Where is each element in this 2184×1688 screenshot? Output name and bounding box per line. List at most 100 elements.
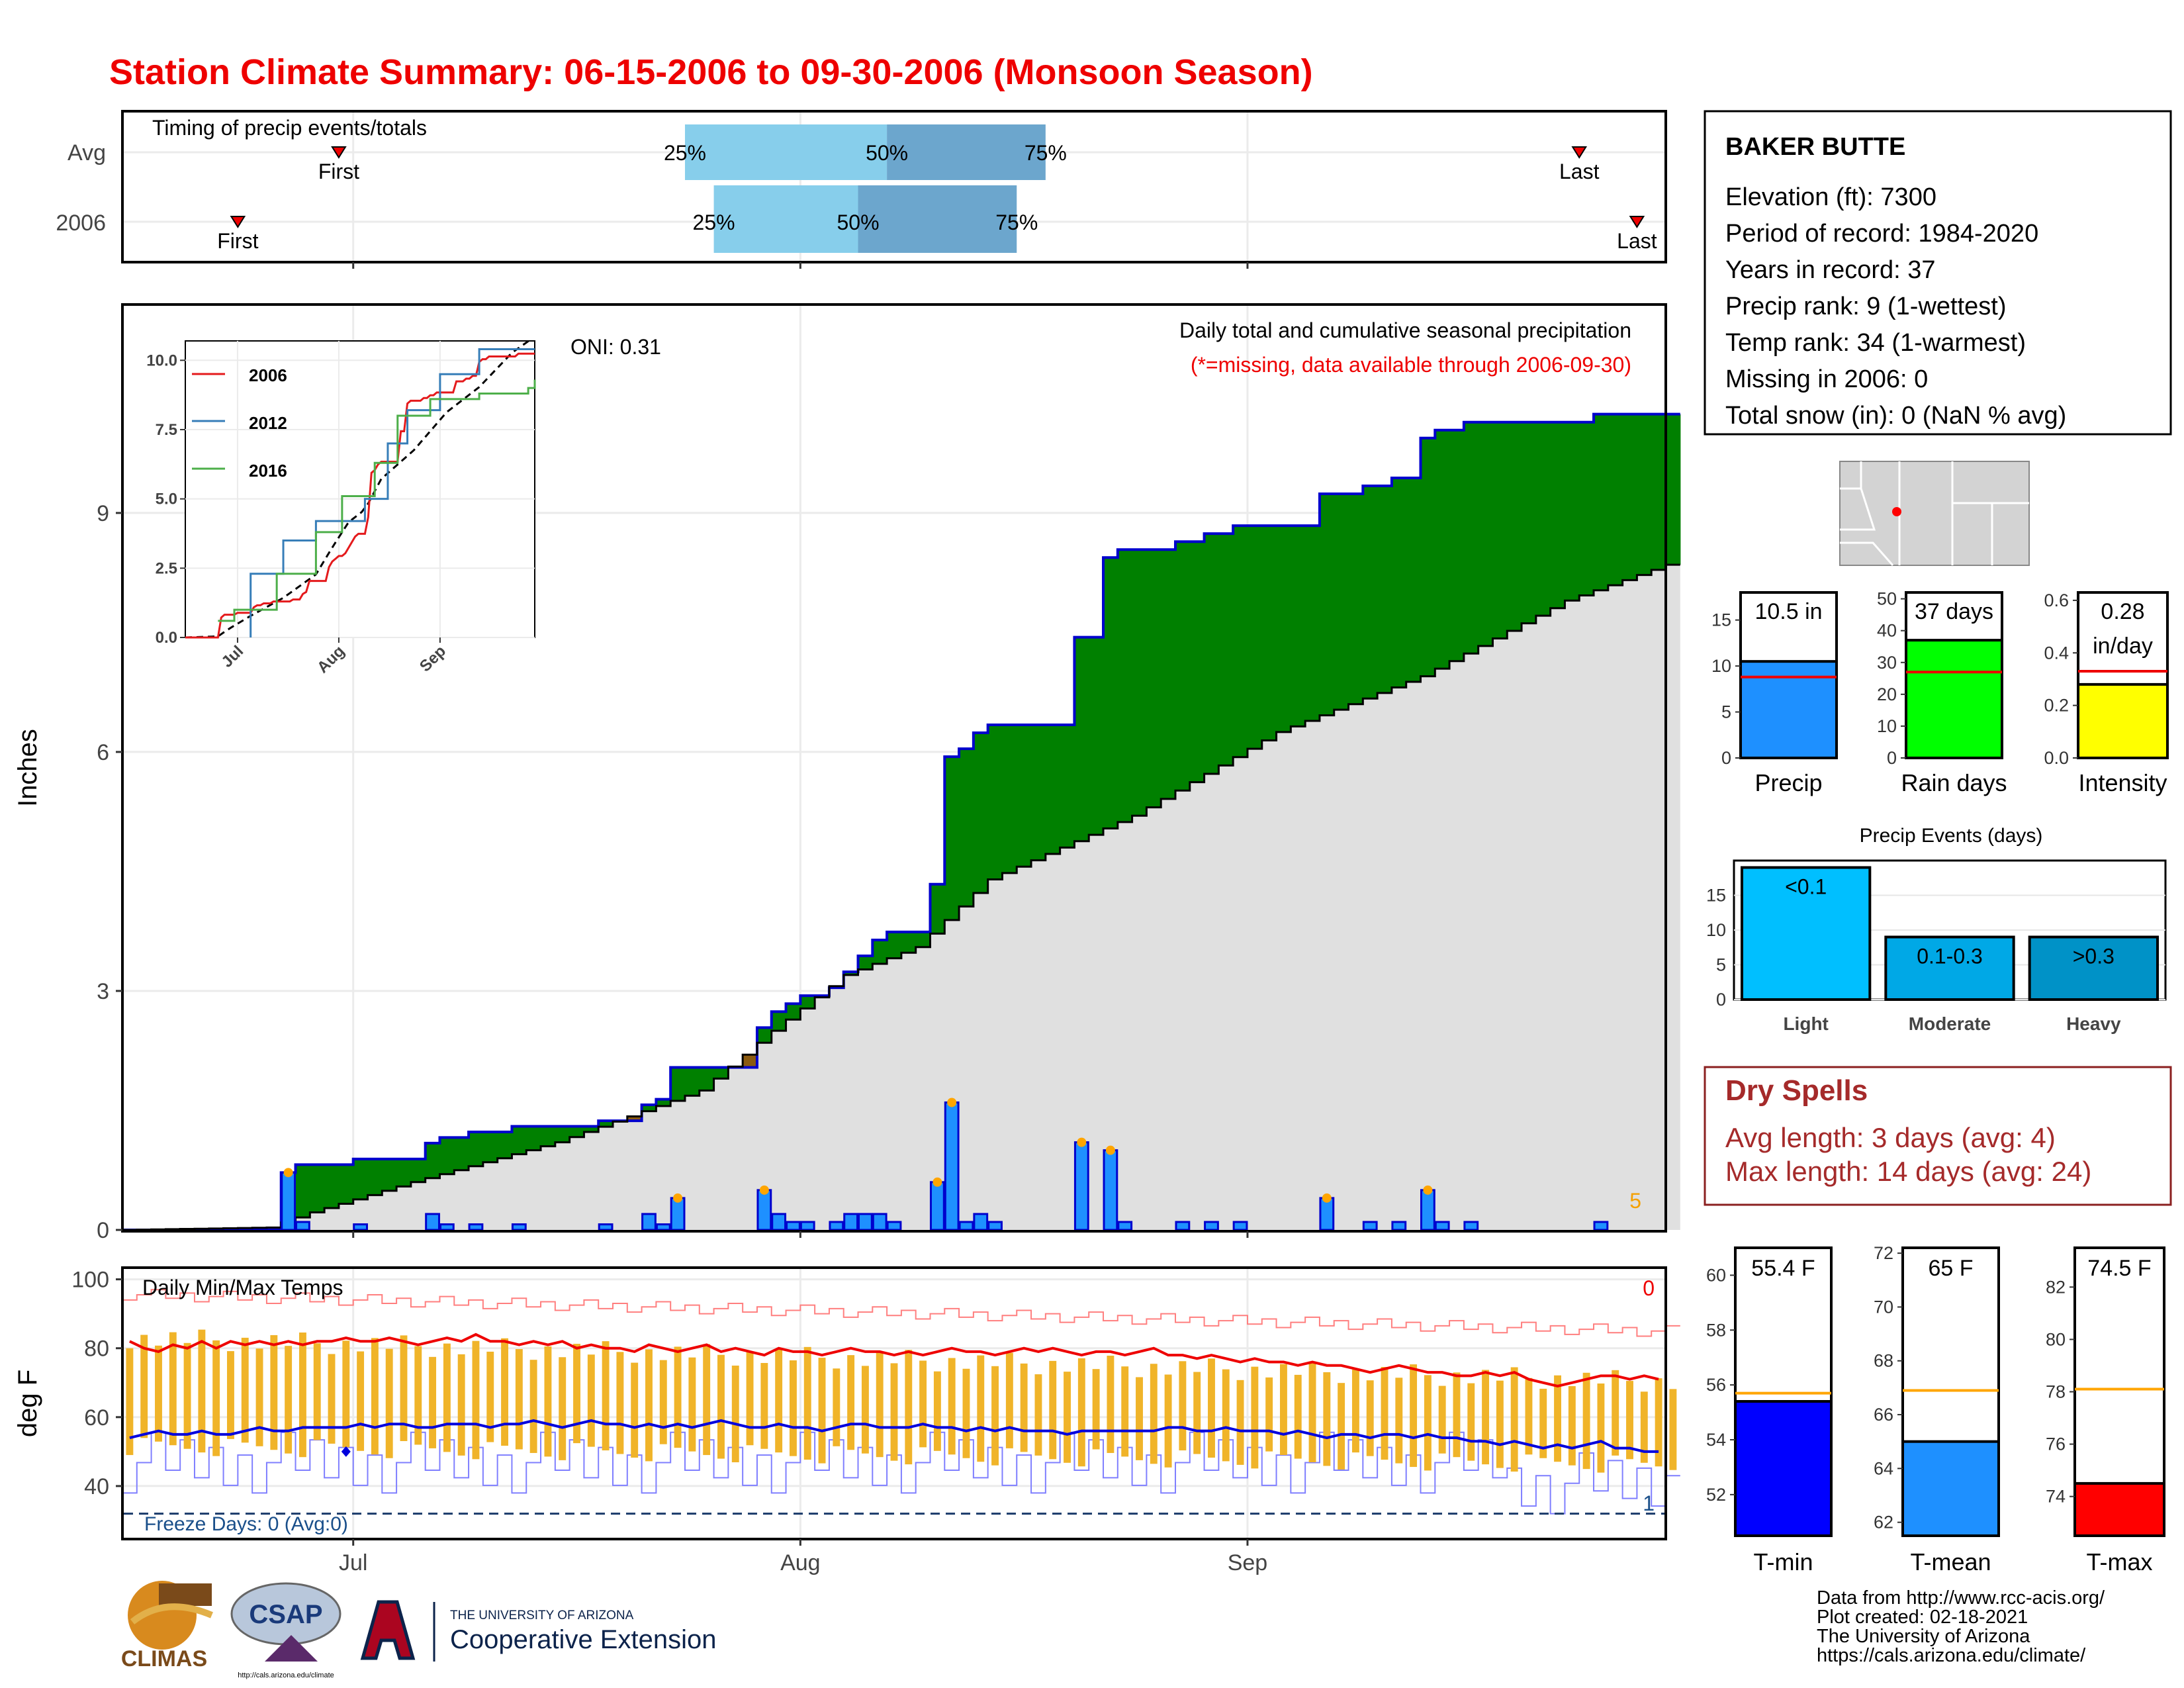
daily-temp-range-bar bbox=[1395, 1378, 1403, 1464]
daily-temp-range-bar bbox=[443, 1343, 451, 1452]
daily-temp-range-bar bbox=[573, 1344, 580, 1444]
precip-ytick-label: 0 bbox=[97, 1218, 109, 1243]
daily-temp-range-bar bbox=[905, 1350, 913, 1465]
temp-summary-ytick-label: 74 bbox=[2046, 1487, 2066, 1507]
timing-last-label: Last bbox=[1617, 229, 1657, 253]
station-line-4: Precip rank: 9 (1-wettest) bbox=[1725, 293, 2006, 320]
climas-logo-text: CLIMAS bbox=[121, 1646, 207, 1671]
surplus-fill bbox=[656, 1099, 671, 1106]
daily-temp-range-bar bbox=[847, 1355, 855, 1450]
surplus-fill bbox=[555, 1126, 570, 1143]
summary-ytick-label: 0.6 bbox=[2044, 590, 2069, 610]
daily-temp-range-bar bbox=[529, 1360, 537, 1453]
daily-precip-bar bbox=[1319, 1197, 1335, 1231]
daily-temp-range-bar bbox=[833, 1368, 841, 1446]
daily-temp-range-bar bbox=[948, 1358, 956, 1455]
daily-precip-bar bbox=[886, 1221, 902, 1231]
summary-ytick-label: 0 bbox=[1887, 748, 1897, 768]
daily-temp-range-bar bbox=[1597, 1383, 1605, 1473]
surplus-fill bbox=[541, 1126, 556, 1147]
surplus-fill bbox=[843, 972, 859, 975]
daily-temp-range-bar bbox=[645, 1349, 653, 1462]
inset-ytick-label: 10.0 bbox=[146, 352, 177, 369]
surplus-fill bbox=[1146, 549, 1161, 808]
temp-summary-ytick-label: 66 bbox=[1874, 1405, 1893, 1425]
surplus-fill bbox=[526, 1126, 541, 1150]
daily-temp-range-bar bbox=[429, 1356, 437, 1448]
daily-temp-range-bar bbox=[357, 1351, 365, 1451]
temp-summary-xlabel-1: T-mean bbox=[1910, 1548, 1991, 1575]
heavy-day-marker bbox=[1077, 1137, 1087, 1147]
inset-legend-2012: 2012 bbox=[249, 413, 287, 433]
summary-bar-1 bbox=[1905, 639, 2003, 759]
summary-ytick-label: 10 bbox=[1877, 716, 1897, 736]
daily-precip-bar bbox=[598, 1223, 614, 1231]
temp-summary-bar-0 bbox=[1734, 1400, 1833, 1537]
avg-cumulative-line bbox=[122, 563, 1680, 1231]
record-low-marker bbox=[341, 1446, 351, 1457]
surplus-fill bbox=[872, 939, 887, 964]
credit-line-4: https://cals.arizona.edu/climate/ bbox=[1817, 1645, 2086, 1666]
daily-precip-bar bbox=[1463, 1221, 1479, 1231]
surplus-fill bbox=[1305, 526, 1320, 721]
daily-temp-range-bar bbox=[587, 1354, 595, 1447]
surplus-fill bbox=[1579, 422, 1594, 596]
inset-legend-2016: 2016 bbox=[249, 461, 287, 481]
temp-summary-ytick-label: 68 bbox=[1874, 1351, 1893, 1371]
daily-precip-bar bbox=[468, 1223, 484, 1231]
daily-temp-range-bar bbox=[486, 1351, 494, 1442]
surplus-fill bbox=[1031, 725, 1046, 861]
daily-temp-range-bar bbox=[1034, 1374, 1042, 1456]
surplus-fill bbox=[713, 1067, 729, 1079]
daily-temp-range-bar bbox=[1121, 1366, 1129, 1457]
timing-bar-50-75 bbox=[887, 124, 1046, 180]
daily-temp-range-bar bbox=[1582, 1372, 1590, 1470]
surplus-fill bbox=[1651, 414, 1666, 570]
daily-temp-range-bar bbox=[241, 1337, 249, 1443]
daily-temp-range-bar bbox=[1612, 1370, 1619, 1456]
surplus-fill bbox=[338, 1164, 354, 1204]
timing-pct-label: 75% bbox=[1024, 141, 1067, 165]
surplus-fill bbox=[930, 884, 945, 934]
x-axis: Jul Aug Sep bbox=[339, 262, 1267, 1575]
heavy-day-marker bbox=[1105, 1145, 1115, 1155]
daily-precip-bar bbox=[295, 1221, 310, 1231]
precip-ytick-label: 6 bbox=[97, 740, 109, 765]
csap-logo: CSAP http://cals.arizona.edu/climate bbox=[230, 1582, 341, 1679]
surplus-fill bbox=[1406, 477, 1422, 682]
daily-temp-range-bar bbox=[977, 1355, 985, 1462]
surplus-fill bbox=[858, 956, 873, 970]
summary-ytick-label: 30 bbox=[1877, 653, 1897, 673]
daily-temp-range-bar bbox=[1107, 1355, 1115, 1453]
daily-temp-range-bar bbox=[1251, 1366, 1259, 1469]
timing-pct-label: 25% bbox=[693, 211, 735, 234]
daily-temp-range-bar bbox=[1150, 1364, 1158, 1464]
surplus-fill bbox=[800, 996, 815, 1009]
daily-precip-bar bbox=[439, 1223, 455, 1231]
daily-temp-range-bar bbox=[1077, 1358, 1085, 1467]
inset-legend-2006: 2006 bbox=[249, 365, 287, 385]
timing-pct-label: 25% bbox=[664, 141, 706, 165]
temp-ytick-label: 60 bbox=[84, 1405, 109, 1430]
summary-xlabel-2: Intensity bbox=[2078, 769, 2167, 796]
csap-logo-url: http://cals.arizona.edu/climate bbox=[238, 1671, 334, 1679]
station-line-3: Years in record: 37 bbox=[1725, 256, 1936, 284]
summary-ytick-label: 15 bbox=[1711, 610, 1731, 630]
events-bar-label-1: 0.1-0.3 bbox=[1917, 945, 1983, 968]
daily-temp-range-bar bbox=[1568, 1385, 1576, 1466]
daily-precip-bar bbox=[655, 1223, 671, 1231]
daily-precip-bar bbox=[1117, 1221, 1133, 1231]
daily-temp-range-bar bbox=[1351, 1369, 1359, 1453]
daily-temp-range-bar bbox=[991, 1366, 999, 1466]
timing-bar-25-50 bbox=[713, 185, 858, 253]
surplus-fill bbox=[382, 1158, 397, 1191]
events-bar-2 bbox=[2028, 935, 2160, 1001]
temp-summary-ytick-label: 64 bbox=[1874, 1458, 1893, 1478]
observed-cumulative-line bbox=[122, 412, 1680, 1231]
station-location-dot bbox=[1892, 507, 1901, 516]
daily-temp-range-bar bbox=[1064, 1372, 1071, 1463]
daily-precip-bar bbox=[1204, 1221, 1219, 1231]
events-bar-0 bbox=[1741, 866, 1872, 1001]
daily-temp-range-bar bbox=[400, 1335, 408, 1441]
credit-line-2: Plot created: 02-18-2021 bbox=[1817, 1607, 2028, 1628]
